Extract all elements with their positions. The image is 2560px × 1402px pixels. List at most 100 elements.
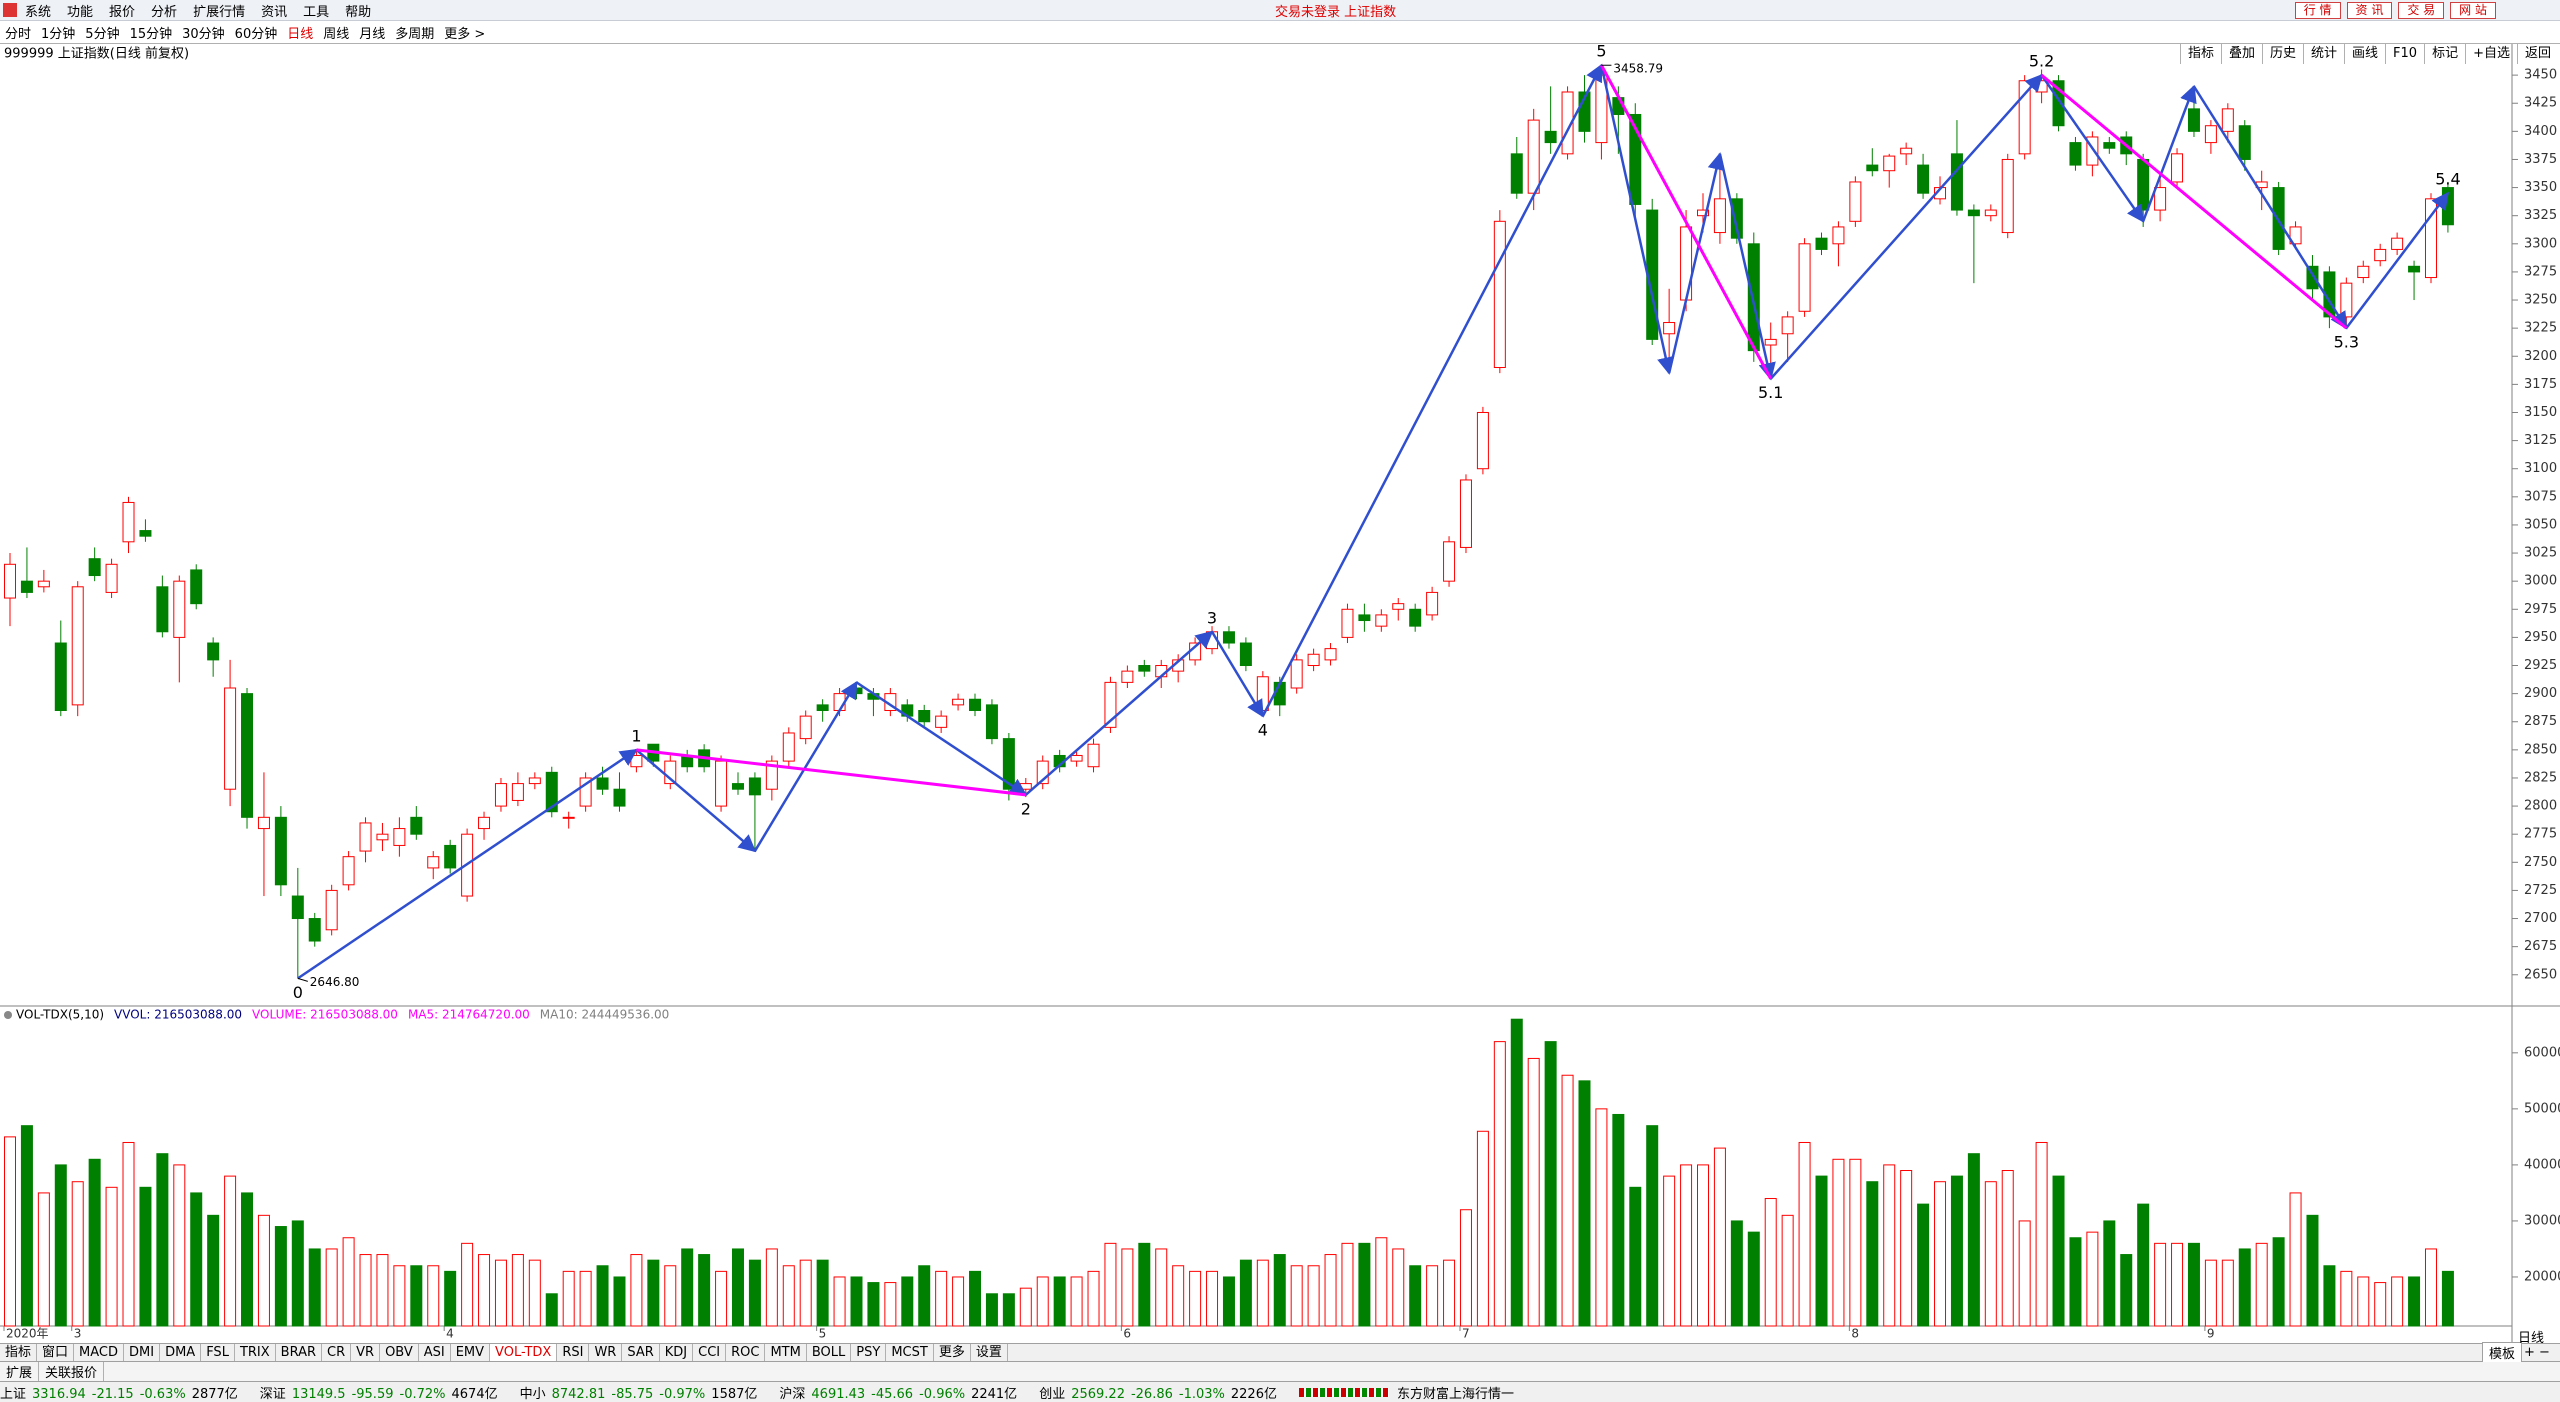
indicator-tab[interactable]: MTM bbox=[765, 1344, 807, 1361]
period-tab[interactable]: 1分钟 bbox=[41, 26, 76, 42]
indicator-tab[interactable]: VOL-TDX bbox=[490, 1344, 558, 1361]
index-quote[interactable]: 创业 2569.22 -26.86 -1.03% 2226亿 bbox=[1039, 1383, 1283, 1402]
indicator-tab[interactable]: RSI bbox=[557, 1344, 590, 1361]
volume-bar bbox=[376, 1254, 389, 1327]
indicator-tab[interactable]: 设置 bbox=[971, 1344, 1008, 1361]
indicator-tab[interactable]: ROC bbox=[726, 1344, 766, 1361]
top-button[interactable]: 行 情 bbox=[2294, 2, 2341, 19]
menu-item[interactable]: 分析 bbox=[151, 4, 178, 20]
top-button[interactable]: 网 站 bbox=[2450, 2, 2496, 19]
candle-body bbox=[1967, 209, 1980, 217]
indicator-tab[interactable]: CCI bbox=[693, 1344, 727, 1361]
wave-segment bbox=[1024, 630, 1214, 796]
bottom-tab[interactable]: 扩展 bbox=[0, 1362, 40, 1381]
volume-bar bbox=[1493, 1041, 1506, 1327]
y-tick-label: 3125 bbox=[2524, 433, 2557, 448]
index-quote[interactable]: 沪深 4691.43 -45.66 -0.96% 2241亿 bbox=[779, 1383, 1023, 1402]
period-tab[interactable]: 更多 > bbox=[444, 26, 486, 42]
volume-bar bbox=[1934, 1181, 1947, 1327]
zoom-buttons[interactable]: + − bbox=[2524, 1345, 2550, 1360]
wave-segment bbox=[1210, 631, 1264, 718]
volume-bar bbox=[1459, 1209, 1472, 1327]
volume-bar bbox=[1443, 1259, 1456, 1327]
x-tick-label: 4 bbox=[446, 1327, 454, 1341]
indicator-tab[interactable]: EMV bbox=[451, 1344, 491, 1361]
menu-item[interactable]: 扩展行情 bbox=[193, 4, 246, 20]
period-tab[interactable]: 日线 bbox=[287, 26, 314, 42]
y-tick-label: 2700 bbox=[2524, 911, 2557, 926]
candle-body bbox=[1409, 608, 1422, 627]
top-button[interactable]: 交 易 bbox=[2398, 2, 2445, 19]
period-tab[interactable]: 5分钟 bbox=[85, 26, 120, 42]
indicator-tab[interactable]: MCST bbox=[886, 1344, 934, 1361]
indicator-tab[interactable]: ASI bbox=[419, 1344, 451, 1361]
tool-button[interactable]: 指标 bbox=[2179, 43, 2221, 64]
indicator-tab[interactable]: VR bbox=[351, 1344, 381, 1361]
y-tick-label: 20000 bbox=[2524, 1269, 2560, 1284]
indicator-tab[interactable]: FSL bbox=[201, 1344, 235, 1361]
y-tick-label: 3075 bbox=[2524, 489, 2557, 504]
period-tab[interactable]: 月线 bbox=[359, 26, 386, 42]
period-tab[interactable]: 多周期 bbox=[395, 26, 435, 42]
indicator-tab[interactable]: 窗口 bbox=[37, 1344, 75, 1361]
tool-buttons: 指标 叠加 历史 统计 画线 F10 标记 +自选 返回 bbox=[2179, 43, 2558, 64]
period-tab[interactable]: 30分钟 bbox=[182, 26, 225, 42]
candle-body bbox=[2154, 187, 2167, 211]
candle-body bbox=[478, 816, 491, 830]
menu-item[interactable]: 资讯 bbox=[261, 4, 288, 20]
indicator-tab[interactable]: DMI bbox=[124, 1344, 161, 1361]
tool-button[interactable]: 标记 bbox=[2424, 43, 2465, 64]
volume-bar bbox=[918, 1265, 931, 1327]
indicator-tab[interactable]: KDJ bbox=[660, 1344, 694, 1361]
menu-item[interactable]: 报价 bbox=[109, 4, 136, 20]
tool-button[interactable]: +自选 bbox=[2465, 43, 2517, 64]
indicator-tab[interactable]: PSY bbox=[851, 1344, 887, 1361]
volume-bar bbox=[1883, 1164, 1896, 1327]
index-quote[interactable]: 深证 13149.5 -95.59 -0.72% 4674亿 bbox=[260, 1383, 504, 1402]
period-tab[interactable]: 周线 bbox=[323, 26, 350, 42]
template-button[interactable]: 模板 bbox=[2482, 1342, 2523, 1363]
indicator-tab[interactable]: CR bbox=[322, 1344, 352, 1361]
candle-body bbox=[1036, 760, 1049, 785]
volume-bar bbox=[2018, 1220, 2031, 1327]
indicator-tab[interactable]: 更多 bbox=[934, 1344, 971, 1361]
indicator-tab[interactable]: TRIX bbox=[235, 1344, 276, 1361]
menu-item[interactable]: 工具 bbox=[303, 4, 330, 20]
top-button[interactable]: 资 讯 bbox=[2346, 2, 2393, 19]
candle-body bbox=[1324, 648, 1337, 661]
indicator-tab[interactable]: WR bbox=[589, 1344, 623, 1361]
volume-bar bbox=[54, 1164, 67, 1327]
indicator-tab[interactable]: 指标 bbox=[0, 1344, 38, 1361]
indicator-tab[interactable]: BRAR bbox=[276, 1344, 323, 1361]
indicator-tab[interactable]: DMA bbox=[160, 1344, 202, 1361]
period-tab[interactable]: 15分钟 bbox=[129, 26, 173, 42]
indicator-tab[interactable]: OBV bbox=[380, 1344, 419, 1361]
bottom-tab[interactable]: 关联报价 bbox=[39, 1362, 105, 1381]
menu-item[interactable]: 帮助 bbox=[345, 4, 372, 20]
index-quote[interactable]: 中小 8742.81 -85.75 -0.97% 1587亿 bbox=[520, 1383, 764, 1402]
volume-bar bbox=[2052, 1175, 2065, 1327]
tool-button[interactable]: 叠加 bbox=[2220, 43, 2262, 64]
tool-button[interactable]: 历史 bbox=[2261, 43, 2303, 64]
volume-bar bbox=[410, 1265, 423, 1327]
tool-button[interactable]: 画线 bbox=[2344, 43, 2385, 64]
menu-item[interactable]: 功能 bbox=[67, 4, 94, 20]
tool-button[interactable]: 统计 bbox=[2303, 43, 2344, 64]
index-name: 创业 bbox=[1039, 1386, 1066, 1402]
volume-bar bbox=[1680, 1164, 1693, 1327]
wave-segment bbox=[1261, 63, 1603, 717]
menu-item[interactable]: 系统 bbox=[25, 4, 52, 20]
tool-button[interactable]: F10 bbox=[2385, 43, 2424, 64]
candle-body bbox=[1730, 198, 1743, 239]
index-quote[interactable]: 上证 3316.94 -21.15 -0.63% 2877亿 bbox=[0, 1383, 244, 1402]
candle-body bbox=[1832, 226, 1845, 245]
indicator-tab[interactable]: BOLL bbox=[807, 1344, 852, 1361]
period-tab[interactable]: 分时 bbox=[5, 26, 32, 42]
indicator-tab[interactable]: SAR bbox=[622, 1344, 660, 1361]
period-tab[interactable]: 60分钟 bbox=[234, 26, 278, 42]
indicator-tab[interactable]: MACD bbox=[74, 1344, 124, 1361]
tool-button[interactable]: 返回 bbox=[2516, 43, 2558, 64]
y-tick-label: 60000 bbox=[2524, 1045, 2560, 1060]
wave-segment bbox=[2192, 85, 2348, 330]
candle-body bbox=[54, 642, 67, 711]
